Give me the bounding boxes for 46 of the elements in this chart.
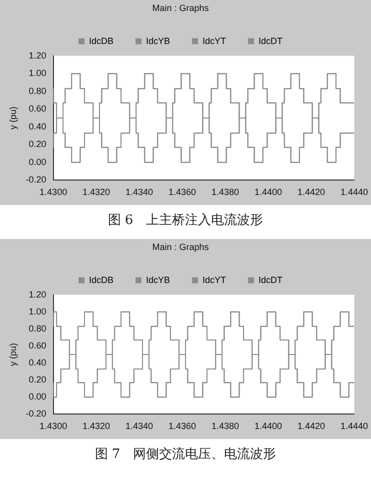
x-tick-label: 1.4340 (126, 421, 154, 432)
chart-title: Main : Graphs (152, 242, 210, 252)
y-axis-title: y (pu) (8, 342, 18, 366)
x-tick-label: 1.4420 (297, 421, 326, 432)
legend-label: IdcYT (202, 36, 227, 46)
legend-label: IdcYB (146, 36, 170, 46)
y-tick-label: 0.00 (28, 392, 46, 402)
y-tick-label: 1.20 (28, 50, 46, 60)
chart-title: Main : Graphs (152, 2, 210, 13)
y-tick-label: -0.20 (26, 408, 46, 419)
x-tick-label: 1.4360 (168, 187, 196, 198)
x-tick-label: 1.4320 (82, 421, 110, 432)
legend-label: IdcDB (88, 274, 114, 285)
y-tick-label: 0.60 (28, 340, 46, 350)
x-tick-label: 1.4380 (212, 421, 240, 432)
legend-label: IdcYT (202, 274, 227, 285)
y-tick-label: 0.40 (28, 358, 46, 368)
y-tick-label: -0.20 (26, 174, 46, 185)
x-tick-label: 1.4440 (340, 187, 368, 198)
x-tick-label: 1.4320 (82, 187, 110, 198)
legend-label: IdcDT (258, 36, 284, 46)
x-tick-label: 1.4380 (212, 187, 240, 198)
y-tick-label: 0.00 (28, 156, 46, 167)
y-tick-label: 0.20 (28, 374, 46, 385)
x-tick-label: 1.4420 (297, 187, 326, 198)
x-tick-label: 1.4300 (40, 187, 68, 198)
y-tick-label: 1.00 (28, 306, 46, 316)
x-tick-label: 1.4440 (340, 421, 368, 432)
y-tick-label: 0.60 (28, 104, 46, 114)
y-tick-label: 0.20 (28, 139, 46, 150)
legend-label: IdcYB (146, 274, 170, 285)
legend-label: IdcDB (88, 36, 114, 46)
y-tick-label: 0.80 (28, 323, 46, 334)
y-tick-label: 0.80 (28, 86, 46, 96)
y-axis-title: y (pu) (8, 106, 18, 130)
x-tick-label: 1.4400 (254, 187, 282, 198)
caption: 图 6 上主桥注入电流波形 (106, 212, 264, 230)
y-tick-label: 0.40 (28, 121, 46, 132)
legend-label: IdcDT (258, 274, 284, 285)
y-tick-label: 1.20 (28, 289, 46, 300)
x-tick-label: 1.4360 (168, 421, 196, 432)
caption: 图 7 网侧交流电压、电流波形 (94, 446, 278, 464)
y-tick-label: 1.00 (28, 68, 46, 78)
x-tick-label: 1.4400 (254, 421, 282, 432)
x-tick-label: 1.4300 (40, 421, 68, 432)
x-tick-label: 1.4340 (126, 187, 154, 198)
